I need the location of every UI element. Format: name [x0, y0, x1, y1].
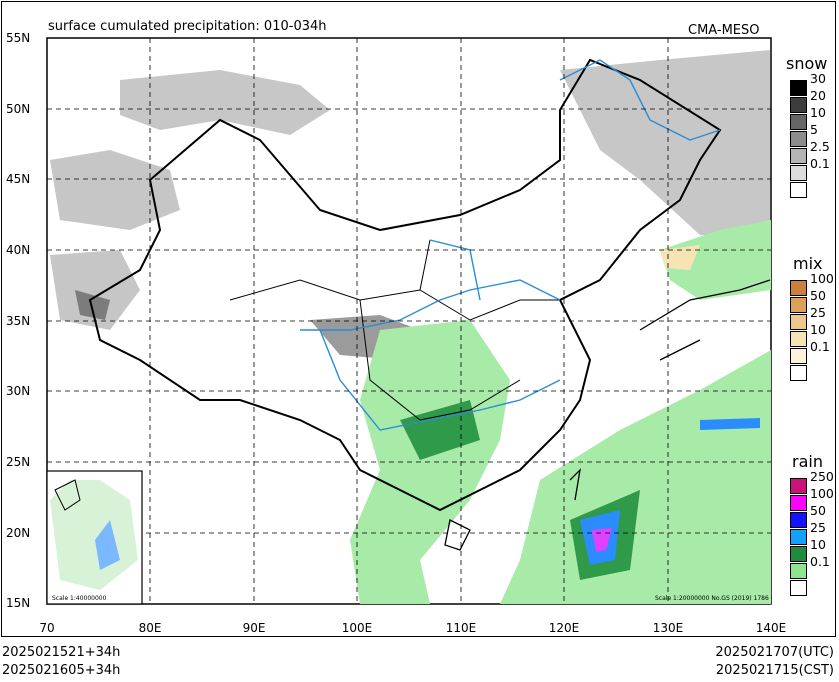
lat-label: 55N: [6, 31, 31, 45]
snow-legend-label: 30: [810, 71, 826, 86]
snow-legend-swatch: [790, 131, 807, 147]
footer-right-1: 2025021707(UTC): [715, 645, 834, 660]
mix-legend-swatch: [790, 348, 807, 364]
rivers: [300, 59, 721, 431]
snow-legend-swatch: [790, 114, 807, 130]
mix-legend-label: 50: [810, 288, 826, 303]
mix-legend-label: 0.1: [810, 339, 830, 354]
snow-legend-label: 2.5: [810, 139, 830, 154]
inset-map: [46, 470, 143, 605]
mix-legend-label: 10: [810, 322, 826, 337]
rain-legend-swatch: [790, 512, 807, 528]
mix-legend-label: 25: [810, 305, 826, 320]
mix-legend-swatch: [790, 314, 807, 330]
snow-legend-title: snow: [786, 54, 828, 73]
rain-legend-label: 25: [810, 520, 826, 535]
lon-label: 70: [39, 621, 55, 635]
mix-legend-swatch: [790, 331, 807, 347]
rain-legend-label: 0.1: [810, 554, 830, 569]
mix-legend-label: 100: [810, 271, 834, 286]
border-lines: [88, 58, 722, 512]
footer-right-2: 2025021715(CST): [715, 663, 834, 678]
mix-legend-title: mix: [793, 254, 823, 273]
lat-label: 15N: [6, 596, 31, 610]
lat-label: 30N: [6, 384, 31, 398]
mix-legend-swatch: [790, 365, 807, 381]
snow-legend-label: 5: [810, 122, 818, 137]
rain-legend-swatch: [790, 580, 807, 596]
lat-label: 20N: [6, 526, 31, 540]
rain-legend-swatch: [790, 563, 807, 579]
lon-label: 110E: [445, 621, 477, 635]
lat-label: 45N: [6, 172, 31, 186]
figure-frame: [1, 1, 836, 637]
organization-label: CMA-MESO: [688, 23, 760, 38]
lat-label: 25N: [6, 455, 31, 469]
lat-label: 50N: [6, 102, 31, 116]
rain-legend-label: 100: [810, 486, 834, 501]
lon-label: 90E: [242, 621, 266, 635]
lon-label: 80E: [138, 621, 162, 635]
mix-legend-swatch: [790, 280, 807, 296]
rain-legend-label: 50: [810, 503, 826, 518]
snow-legend-swatch: [790, 97, 807, 113]
inset-scale: Scale 1:40000000: [52, 595, 107, 602]
snow-legend-swatch: [790, 80, 807, 96]
rain-legend-label: 250: [810, 469, 834, 484]
rain-legend-swatch: [790, 478, 807, 494]
mix-legend-swatch: [790, 297, 807, 313]
snow-legend-swatch: [790, 148, 807, 164]
snow-legend-label: 0.1: [810, 156, 830, 171]
rain-legend-label: 10: [810, 537, 826, 552]
footer-left-2: 2025021605+34h: [2, 663, 121, 678]
lat-label: 35N: [6, 314, 31, 328]
snow-legend-label: 10: [810, 105, 826, 120]
snow-legend-label: 20: [810, 88, 826, 103]
map-scale: Scale 1:20000000 No.GS (2019) 1786: [655, 595, 769, 602]
lat-label: 40N: [6, 243, 31, 257]
snow-legend-swatch: [790, 182, 807, 198]
lon-label: 120E: [548, 621, 580, 635]
rain-legend-swatch: [790, 495, 807, 511]
rain-legend-swatch: [790, 546, 807, 562]
rain-legend-swatch: [790, 529, 807, 545]
lon-label: 100E: [341, 621, 373, 635]
snow-legend-swatch: [790, 165, 807, 181]
rain-legend-title: rain: [792, 452, 823, 471]
map-title: surface cumulated precipitation: 010-034…: [48, 19, 327, 34]
lon-label: 140E: [755, 621, 787, 635]
lon-label: 130E: [652, 621, 684, 635]
footer-left-1: 2025021521+34h: [2, 645, 121, 660]
